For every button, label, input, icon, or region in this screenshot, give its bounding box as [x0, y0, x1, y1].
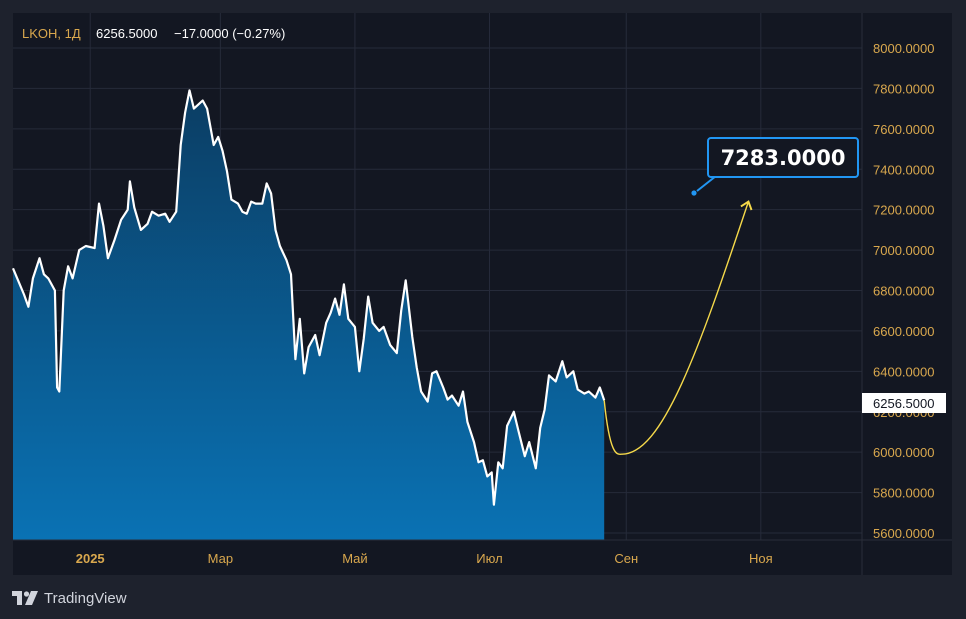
- price-axis-label: 6400.0000: [873, 364, 934, 379]
- time-axis-label: Ноя: [749, 551, 773, 566]
- price-tag-box: [862, 393, 946, 413]
- brand-name: TradingView: [44, 589, 127, 607]
- price-axis-label: 7800.0000: [873, 81, 934, 96]
- tradingview-logo[interactable]: TradingView: [12, 588, 127, 608]
- price-change: −17.0000 (−0.27%): [174, 26, 285, 41]
- price-tag-value: 6256.5000: [873, 396, 934, 411]
- time-axis-label: 2025: [76, 551, 105, 566]
- price-axis-label: 6000.0000: [873, 445, 934, 460]
- last-price: 6256.5000: [96, 26, 157, 41]
- price-axis-label: 7400.0000: [873, 162, 934, 177]
- callout-leader: [696, 175, 717, 192]
- callout-anchor-dot: [691, 190, 697, 196]
- symbol-label[interactable]: LKOH, 1Д: [22, 26, 81, 41]
- price-axis-label: 7200.0000: [873, 203, 934, 218]
- time-axis[interactable]: 2025 Мар Май Июл Сен Ноя: [76, 551, 773, 566]
- price-axis-label: 8000.0000: [873, 41, 934, 56]
- tradingview-icon: [12, 591, 38, 605]
- price-axis-label: 6800.0000: [873, 284, 934, 299]
- forecast-curve[interactable]: [603, 200, 753, 455]
- time-axis-label: Июл: [476, 551, 502, 566]
- price-axis-label: 6600.0000: [873, 324, 934, 339]
- price-axis-label: 5600.0000: [873, 526, 934, 541]
- time-axis-label: Мар: [208, 551, 233, 566]
- callout[interactable]: 7283.0000: [691, 137, 859, 196]
- price-axis-label: 7000.0000: [873, 243, 934, 258]
- callout-box: [707, 137, 859, 178]
- price-axis[interactable]: 8000.0000 7800.0000 7600.0000 7400.0000 7200…: [873, 41, 934, 541]
- price-axis-label: 7600.0000: [873, 122, 934, 137]
- price-tag: 6256.5000: [862, 393, 946, 413]
- price-line: [11, 89, 606, 506]
- time-axis-label: Май: [342, 551, 367, 566]
- callout-value: 7283.0000: [721, 146, 846, 170]
- chart-legend[interactable]: LKOH, 1Д 6256.5000 −17.0000 (−0.27%): [22, 26, 285, 41]
- price-axis-label: 5800.0000: [873, 486, 934, 501]
- time-axis-label: Сен: [614, 551, 638, 566]
- price-area: [13, 90, 605, 541]
